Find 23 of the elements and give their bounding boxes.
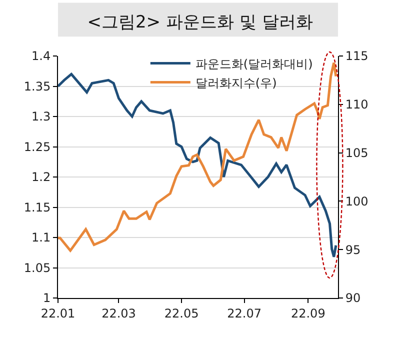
y-tick-label: 1.4	[32, 49, 51, 64]
x-tick-label: 22.09	[290, 306, 326, 320]
x-tick-label: 22.03	[102, 306, 136, 320]
y-tick-label: 1.15	[24, 200, 51, 214]
x-tick-label: 22.07	[227, 306, 262, 320]
y2-tick-label: 100	[345, 194, 368, 208]
y2-tick-label: 110	[345, 98, 368, 112]
y-tick-label: 1.2	[32, 170, 51, 184]
y-tick-label: 1.25	[24, 140, 51, 154]
x-tick-label: 22.05	[164, 306, 199, 320]
legend-label: 파운드화(달러화대비)	[195, 56, 313, 71]
y2-tick-label: 115	[345, 49, 368, 64]
y-tick-label: 1.3	[32, 110, 51, 124]
y-tick-label: 1.1	[32, 230, 51, 245]
y2-tick-label: 90	[345, 291, 361, 306]
y-tick-label: 1.35	[24, 79, 51, 94]
x-tick-label: 22.01	[40, 306, 76, 320]
y-tick-label: 1.05	[24, 260, 51, 275]
y-tick-label: 1	[42, 291, 51, 306]
y2-tick-label: 105	[345, 146, 368, 160]
chart-title: <그림2> 파운드화 및 달러화	[87, 12, 313, 32]
y2-tick-label: 95	[345, 242, 361, 257]
legend-label: 달러화지수(우)	[195, 76, 277, 90]
